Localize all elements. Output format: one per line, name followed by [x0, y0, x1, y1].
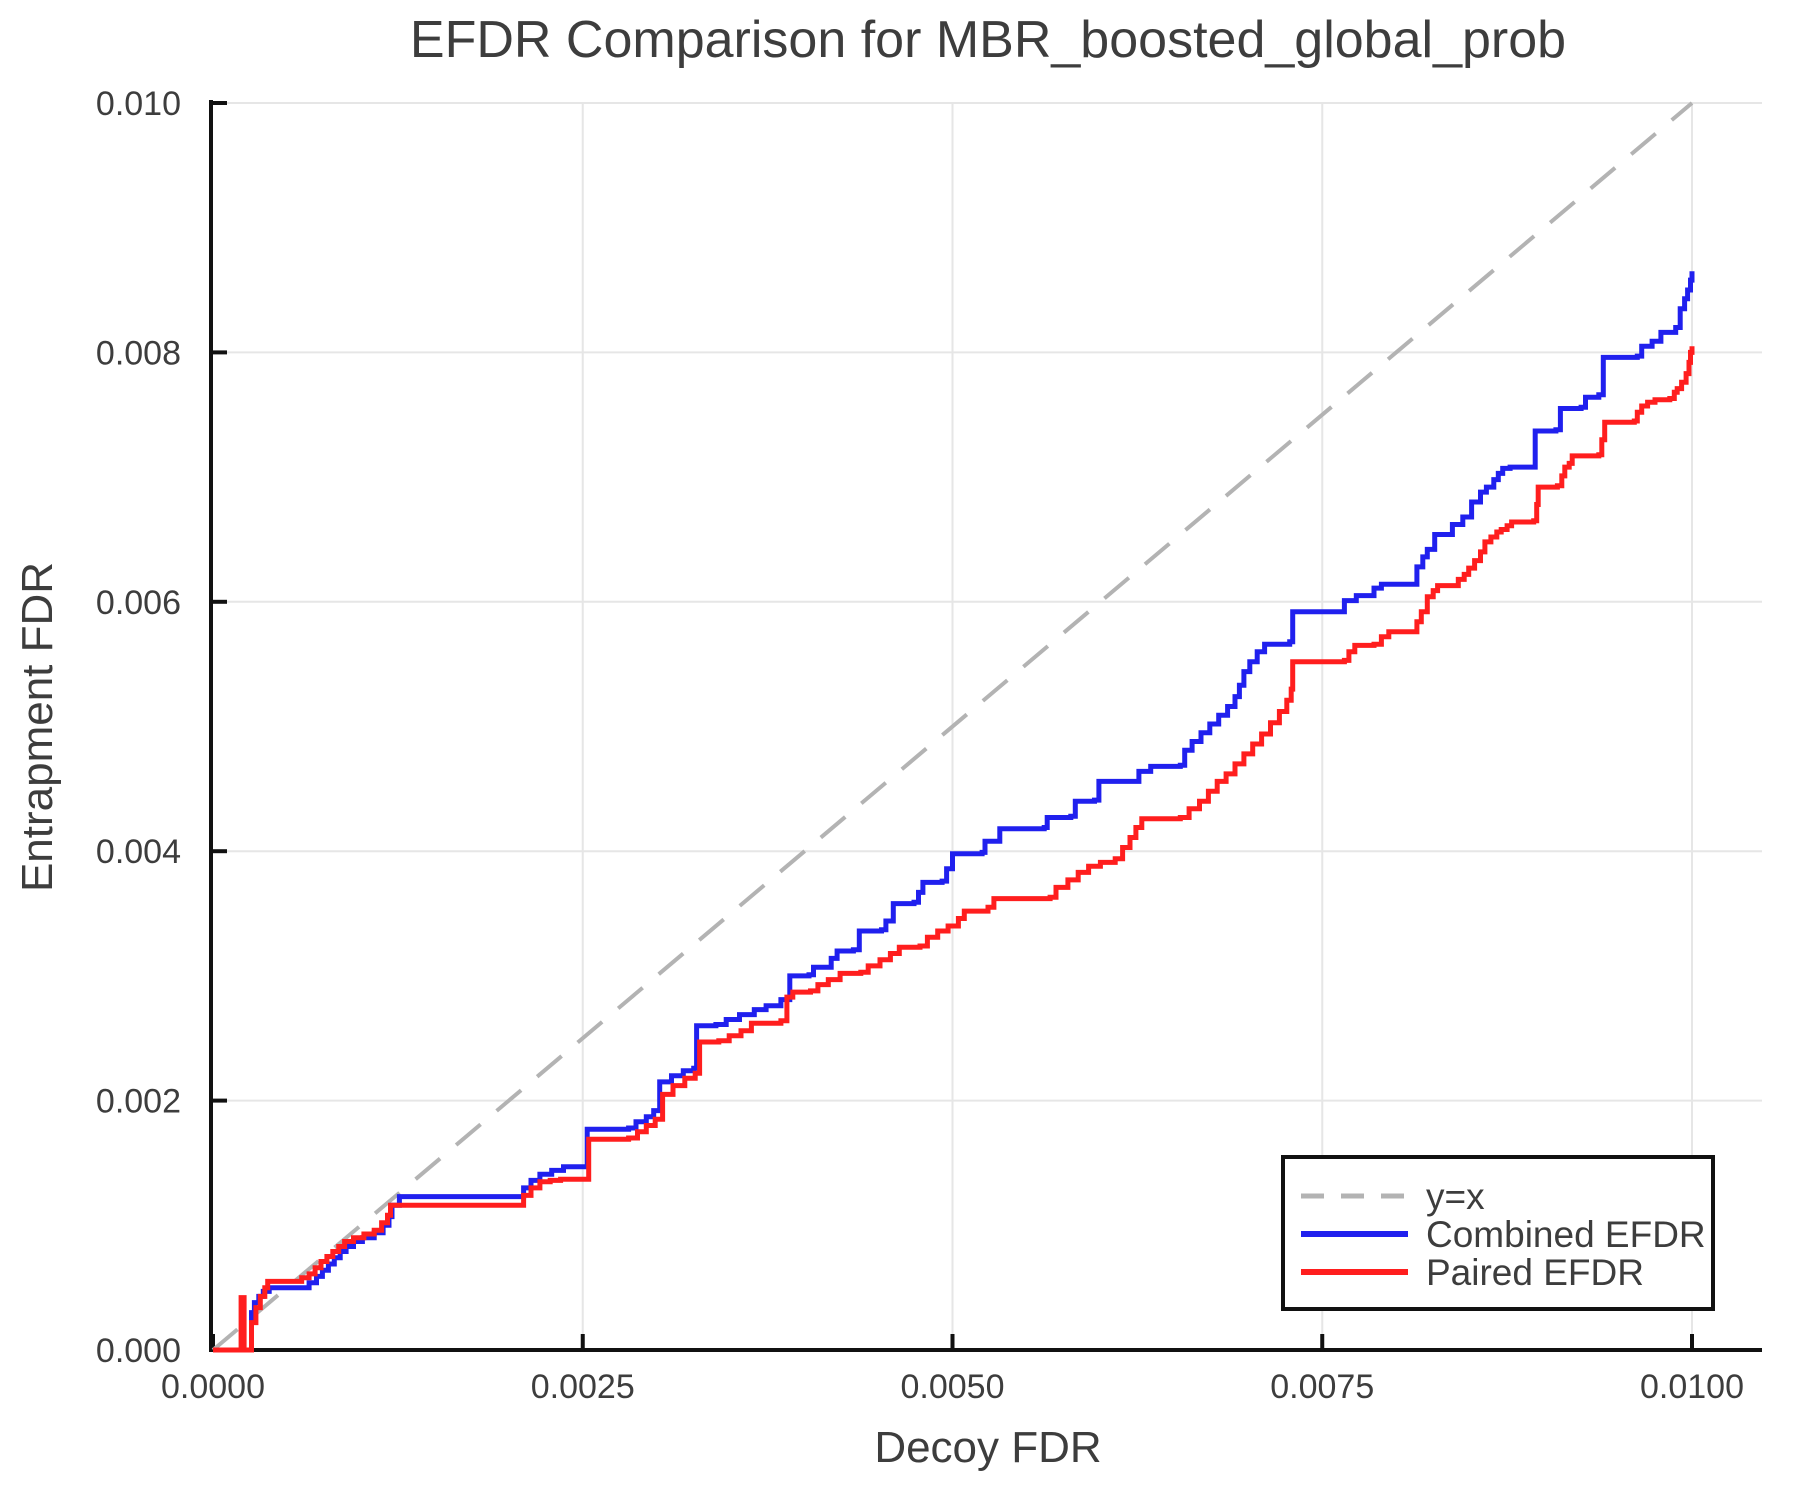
y-tick-label: 0.000 — [96, 1332, 181, 1370]
chart-title: EFDR Comparison for MBR_boosted_global_p… — [410, 11, 1566, 69]
y-tick-label: 0.008 — [96, 334, 181, 372]
series-line-paired-efdr — [213, 346, 1695, 1353]
y-tick-label: 0.002 — [96, 1083, 181, 1121]
series-line-y-x — [211, 101, 1694, 1352]
axes-spines — [209, 100, 1762, 1352]
x-tick-label: 0.0075 — [1270, 1368, 1374, 1406]
x-tick-label: 0.0000 — [161, 1368, 265, 1406]
legend-entry-label: Combined EFDR — [1426, 1214, 1706, 1255]
legend-entry-label: y=x — [1426, 1176, 1485, 1217]
y-tick-label: 0.006 — [96, 584, 181, 622]
y-axis-label: Entrapment FDR — [13, 562, 62, 892]
tick-labels: 0.0000 0.0025 0.0050 0.0075 0.0100 0.000 0.002… — [96, 85, 1744, 1406]
y-tick-label: 0.010 — [96, 85, 181, 123]
x-tick-label: 0.0025 — [531, 1368, 635, 1406]
series-line-combined-efdr — [213, 271, 1695, 1353]
x-tick-label: 0.0050 — [901, 1368, 1005, 1406]
legend-entry-label: Paired EFDR — [1426, 1252, 1644, 1293]
y-tick-label: 0.004 — [96, 833, 181, 871]
x-tick-label: 0.0100 — [1640, 1368, 1744, 1406]
series-lines — [211, 101, 1695, 1353]
x-axis-label: Decoy FDR — [874, 1423, 1101, 1472]
